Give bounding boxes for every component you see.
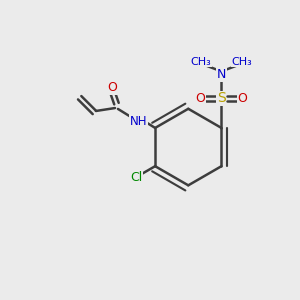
Text: O: O: [238, 92, 248, 105]
Text: O: O: [195, 92, 205, 105]
Text: Cl: Cl: [130, 171, 142, 184]
Text: CH₃: CH₃: [190, 56, 211, 67]
Text: CH₃: CH₃: [232, 56, 252, 67]
Text: N: N: [217, 68, 226, 81]
Text: O: O: [107, 81, 117, 94]
Text: S: S: [217, 92, 226, 106]
Text: NH: NH: [130, 115, 147, 128]
